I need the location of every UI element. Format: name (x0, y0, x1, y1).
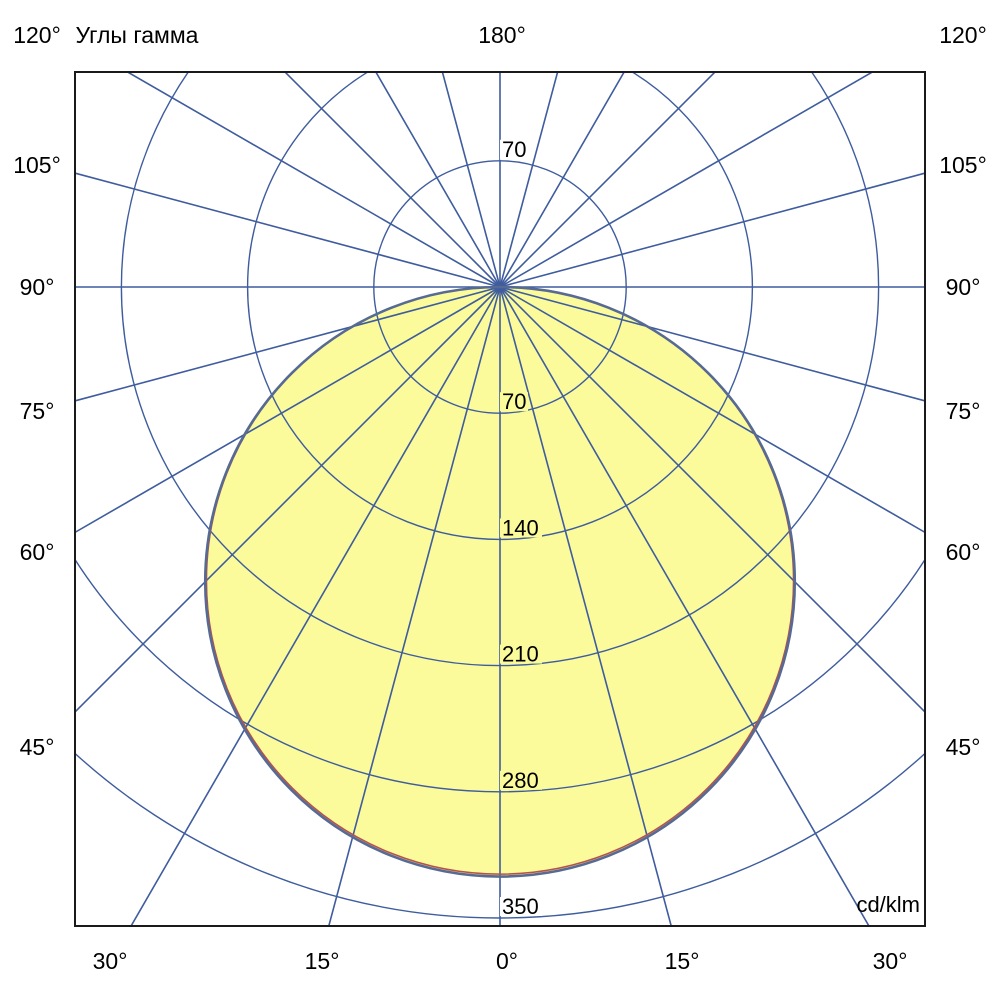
ring-label-140: 140 (502, 515, 539, 540)
ring-label-upper-70: 70 (502, 137, 526, 162)
ring-label-bg-140 (500, 518, 542, 538)
radial-line-15deg (499, 286, 673, 926)
radial-line-300deg (75, 286, 501, 534)
radial-line-150deg (499, 72, 626, 288)
gamma-label-right-60: 60° (946, 539, 981, 565)
gamma-label-bottom-0: 30° (93, 948, 128, 974)
gamma-label-left-105: 105° (13, 152, 61, 178)
gamma-label-left-120: 120° (13, 22, 61, 48)
ring-label-bg-210 (500, 644, 542, 664)
radial-line-345deg (327, 286, 501, 926)
gamma-label-right-120: 120° (939, 22, 987, 48)
gamma-label-bottom-3: 15° (665, 948, 700, 974)
axis-labels: 120° Углы гамма 180° 120° 105° 105° 90° 90° 75° 7… (13, 22, 987, 974)
gamma-label-left-75: 75° (20, 398, 55, 424)
lobe-outline-c90-plane (203, 285, 797, 878)
radial-line-285deg (75, 286, 501, 402)
gamma-label-bottom-1: 15° (305, 948, 340, 974)
ring-label-bg-70 (500, 392, 528, 412)
radial-line-45deg (499, 286, 925, 714)
ring-label-350: 350 (502, 894, 539, 919)
plot-border (74, 71, 926, 927)
radial-line-165deg (499, 72, 559, 288)
radial-line-30deg (499, 286, 870, 926)
gamma-label-left-90: 90° (20, 274, 55, 300)
gamma-label-right-75: 75° (946, 398, 981, 424)
gamma-label-right-45: 45° (946, 734, 981, 760)
radial-line-75deg (499, 286, 925, 402)
ring-label-bg-upper-70 (500, 139, 528, 160)
ring-label-210: 210 (502, 642, 539, 667)
gamma-label-right-90: 90° (946, 274, 981, 300)
gamma-label-right-105: 105° (939, 152, 987, 178)
ring-label-bg-280 (500, 770, 542, 790)
gamma-label-bottom-4: 30° (873, 948, 908, 974)
radial-line-105deg (499, 172, 925, 288)
radial-line-210deg (374, 72, 501, 288)
radial-line-135deg (499, 72, 717, 288)
gamma-label-bottom-2: 0° (496, 948, 518, 974)
gamma-label-left-60: 60° (20, 539, 55, 565)
plot-border-rect (74, 71, 926, 927)
radial-line-315deg (75, 286, 501, 714)
ring-label-bg-350 (500, 897, 542, 916)
radial-line-255deg (75, 172, 501, 288)
gamma-label-top-180: 180° (478, 22, 526, 48)
radial-line-195deg (441, 72, 501, 288)
radial-line-225deg (283, 72, 501, 288)
radial-line-330deg (130, 286, 501, 926)
intensity-lobe-outline (203, 285, 797, 878)
unit-label-cdklm: cd/klm (856, 892, 920, 917)
chart-title: Углы гамма (76, 22, 199, 48)
radial-line-120deg (499, 72, 874, 288)
radial-line-60deg (499, 286, 925, 534)
ring-label-70: 70 (502, 389, 526, 414)
radial-line-240deg (126, 72, 501, 288)
ring-label-280: 280 (502, 768, 539, 793)
gamma-label-left-45: 45° (20, 734, 55, 760)
